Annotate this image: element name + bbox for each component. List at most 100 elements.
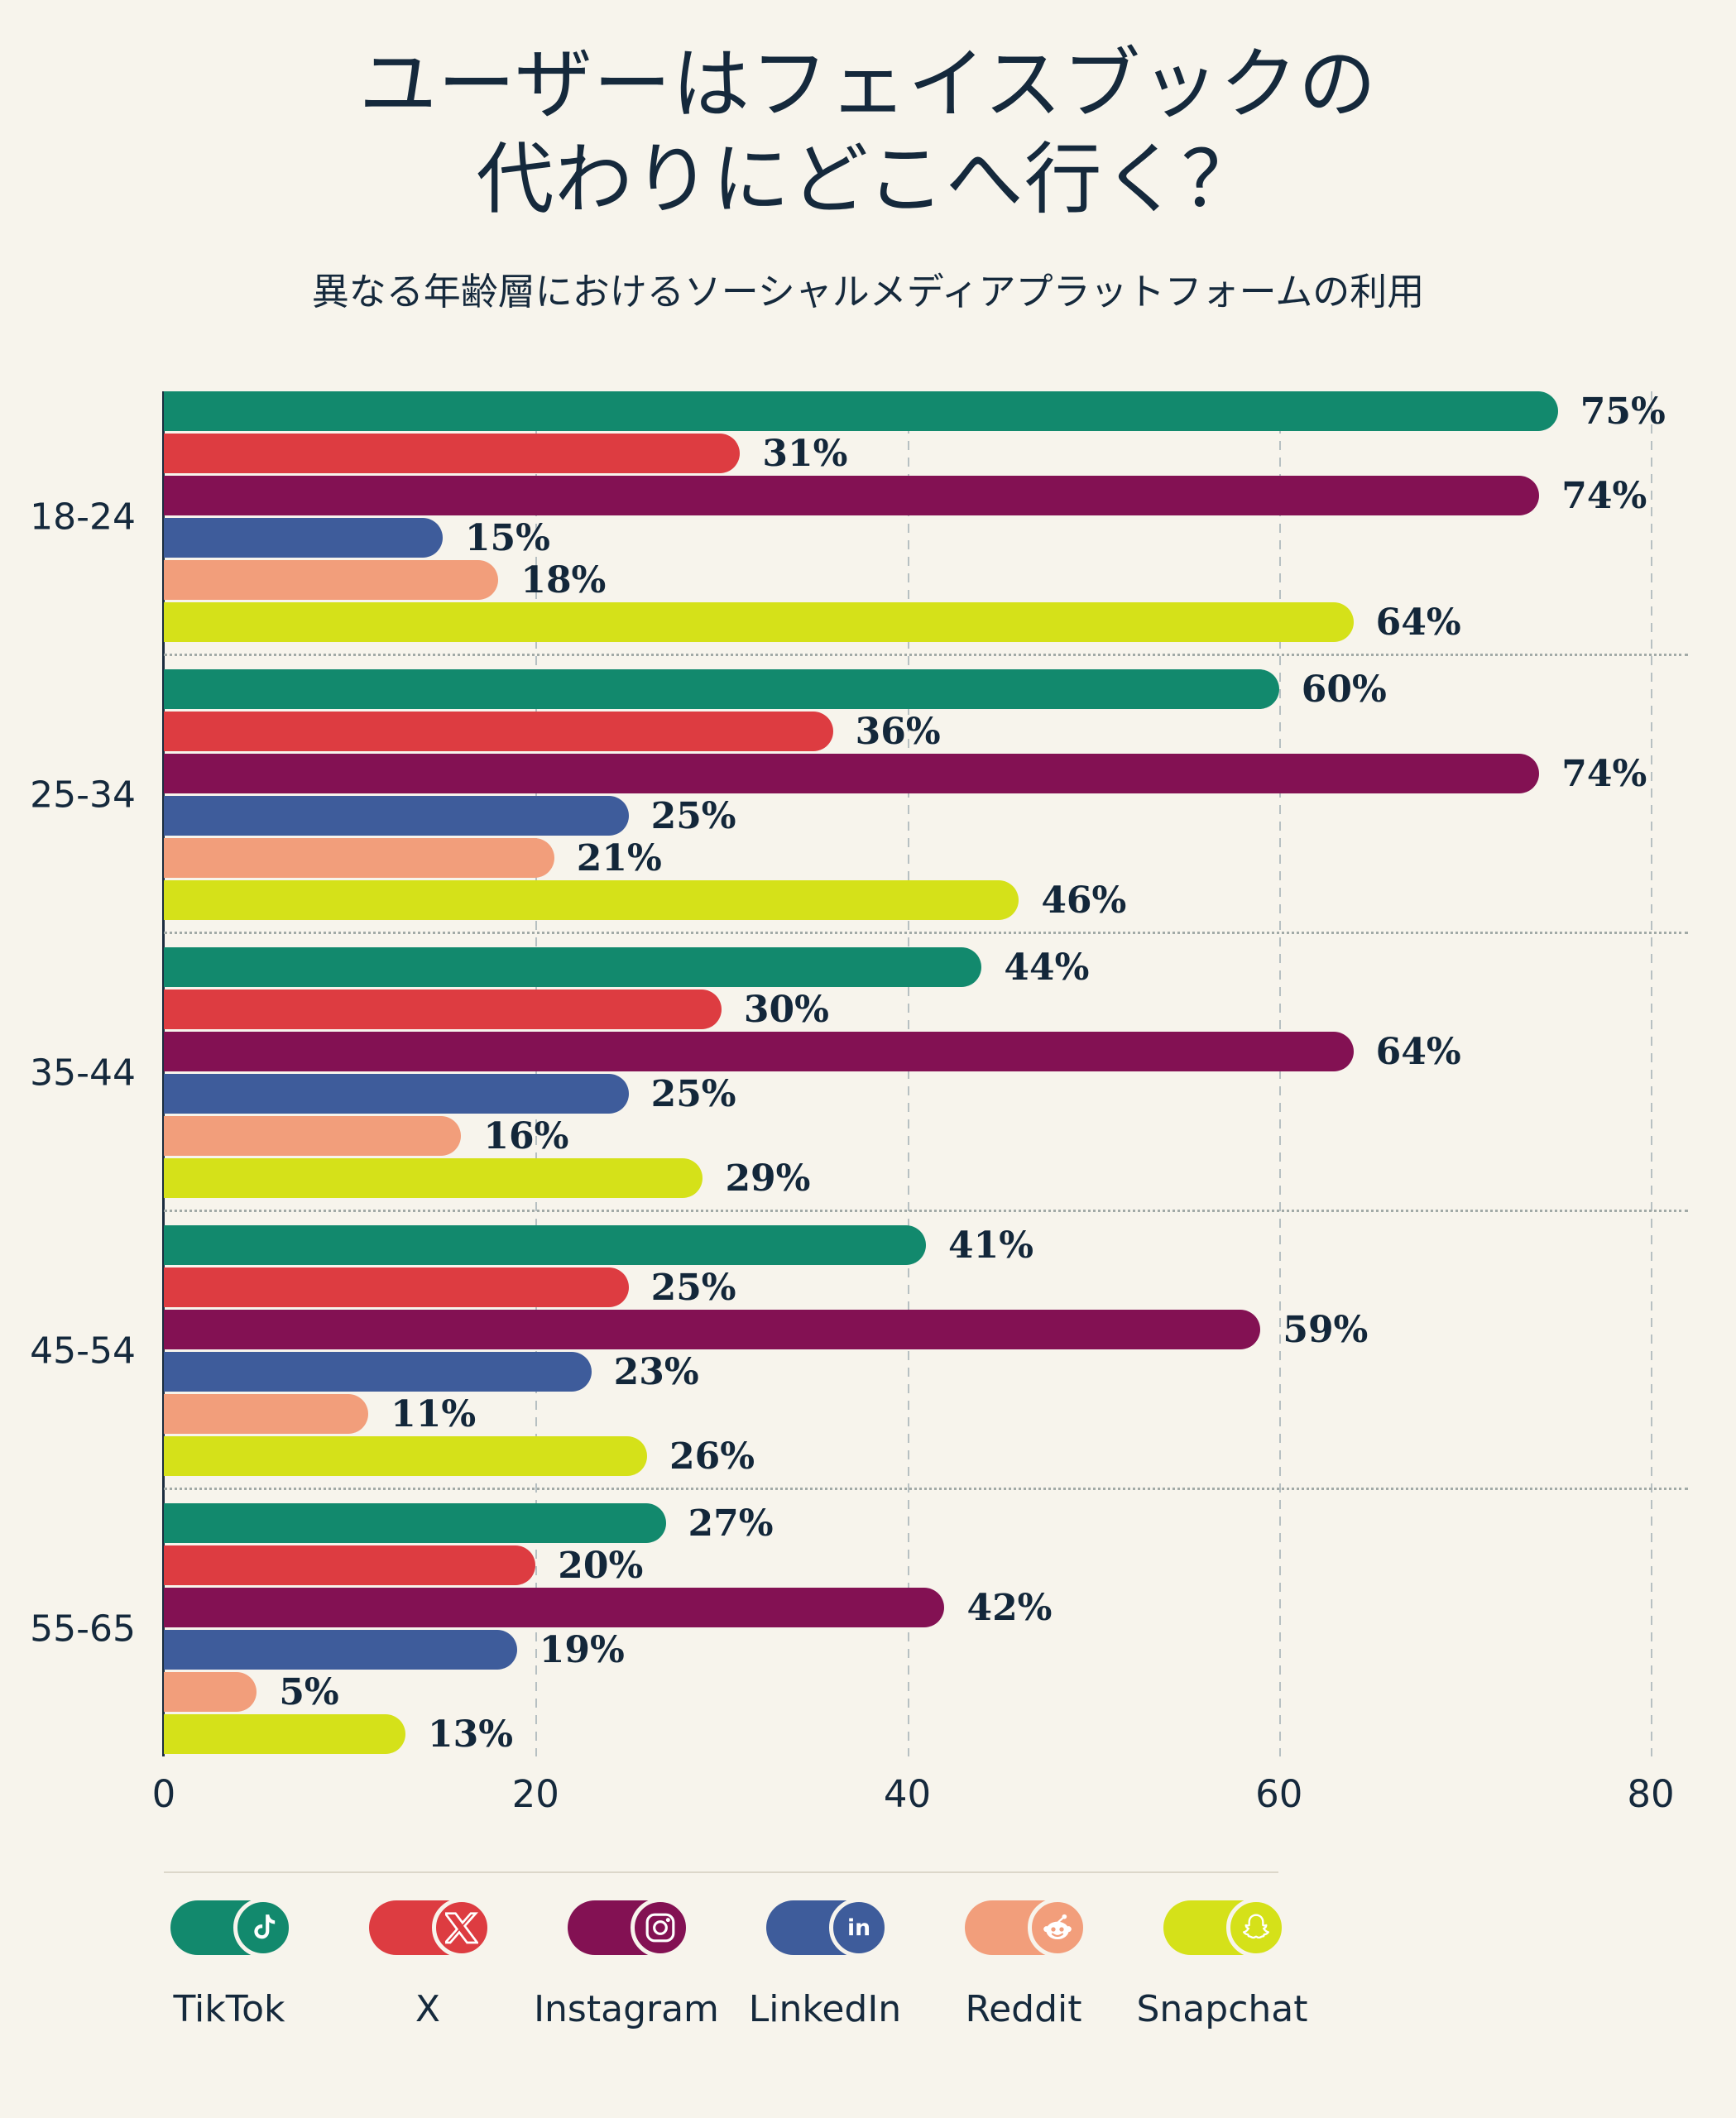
chart-subtitle: 異なる年齢層におけるソーシャルメディアプラットフォームの利用 [311,270,1425,314]
bar-tiktok [164,391,1558,431]
value-label: 15% [464,516,550,559]
bar-row-instagram-45-54: 59% [164,1308,1688,1351]
value-label: 25% [650,794,736,837]
bar-row-reddit-35-44: 16% [164,1114,1688,1157]
bar-row-tiktok-55-65: 27% [164,1502,1688,1545]
bar-linkedin [164,1074,629,1114]
legend-item-tiktok: TikTok [130,1898,328,2030]
bar-row-instagram-25-34: 74% [164,753,1688,795]
legend: TikTok X Instagram in LinkedIn Reddit Snapchat [130,1898,1321,2030]
legend-pill [965,1898,1087,1957]
bar-reddit [164,1672,257,1712]
legend-label: LinkedIn [748,1988,902,2030]
x-icon [432,1898,492,1957]
legend-label: X [415,1988,441,2030]
bar-row-snapchat-18-24: 64% [164,601,1688,644]
bar-groups: 18-24 75% 31% 74% 15% 18% 64% 25-34 60% 36% 74% 25%… [30,390,1688,1756]
bar-linkedin [164,1630,517,1670]
bar-tiktok [164,947,982,987]
bar-tiktok [164,1225,926,1265]
bar-row-snapchat-35-44: 29% [164,1157,1688,1200]
bar-snapchat [164,1436,648,1476]
value-label: 25% [650,1072,736,1115]
value-label: 20% [558,1544,644,1587]
value-label: 19% [539,1628,625,1671]
group-separator [164,642,1688,669]
bar-instagram [164,1310,1261,1349]
x-tick-label-0: 0 [151,1772,176,1816]
bar-row-tiktok-35-44: 44% [164,946,1688,989]
bar-row-reddit-25-34: 21% [164,836,1688,879]
chart-title: ユーザーはフェイスブックの 代わりにどこへ行く？ [0,38,1736,228]
value-label: 11% [391,1392,477,1435]
age-group-25-34: 25-34 60% 36% 74% 25% 21% 46% [30,668,1688,922]
bar-instagram [164,754,1540,793]
bar-x [164,1545,536,1585]
bar-row-snapchat-55-65: 13% [164,1713,1688,1756]
legend-separator [164,1871,1278,1873]
value-label: 31% [762,432,848,475]
bar-row-x-35-44: 30% [164,989,1688,1031]
reddit-icon [1028,1898,1087,1957]
bar-row-x-55-65: 20% [164,1544,1688,1587]
legend-label: Snapchat [1136,1988,1308,2030]
legend-item-instagram: Instagram [527,1898,726,2030]
gridline-80 [1651,391,1653,1756]
value-label: 59% [1283,1308,1369,1351]
value-label: 41% [948,1224,1034,1267]
value-label: 5% [279,1670,339,1713]
bar-row-snapchat-25-34: 46% [164,879,1688,922]
bar-row-x-18-24: 31% [164,432,1688,475]
group-separator [164,1476,1688,1503]
x-tick-label-80: 80 [1627,1772,1675,1816]
bar-row-tiktok-45-54: 41% [164,1224,1688,1267]
svg-text:in: in [847,1915,870,1941]
age-group-label: 18-24 [30,496,136,538]
bar-linkedin [164,1352,592,1392]
value-label: 21% [576,836,662,879]
linkedin-icon: in [829,1898,889,1957]
value-label: 60% [1301,668,1387,711]
bar-row-reddit-45-54: 11% [164,1392,1688,1435]
bar-row-x-25-34: 36% [164,711,1688,753]
bar-x [164,712,833,751]
age-group-55-65: 55-65 27% 20% 42% 19% 5% 13% [30,1502,1688,1756]
bar-snapchat [164,1158,703,1198]
age-group-label: 25-34 [30,774,136,816]
age-group-18-24: 18-24 75% 31% 74% 15% 18% 64% [30,390,1688,644]
legend-pill [568,1898,690,1957]
y-axis-line [162,391,165,1756]
instagram-icon [631,1898,690,1957]
bar-x [164,434,741,473]
value-label: 25% [650,1266,736,1309]
value-label: 75% [1580,390,1666,433]
age-group-45-54: 45-54 41% 25% 59% 23% 11% 26% [30,1224,1688,1478]
value-label: 42% [966,1586,1053,1629]
bar-snapchat [164,880,1019,920]
value-label: 18% [520,558,607,601]
legend-pill [1163,1898,1286,1957]
value-label: 16% [483,1114,569,1157]
bar-row-reddit-55-65: 5% [164,1670,1688,1713]
bar-x [164,1267,629,1307]
bar-tiktok [164,1503,666,1543]
value-label: 23% [613,1350,699,1393]
plot-area: 18-24 75% 31% 74% 15% 18% 64% 25-34 60% 36% 74% 25%… [30,390,1688,1756]
tiktok-icon [233,1898,293,1957]
legend-pill [369,1898,492,1957]
bar-row-linkedin-25-34: 25% [164,794,1688,837]
age-group-35-44: 35-44 44% 30% 64% 25% 16% 29% [30,946,1688,1200]
group-separator [164,1198,1688,1225]
bar-row-tiktok-25-34: 60% [164,668,1688,711]
value-label: 29% [725,1157,811,1200]
bar-instagram [164,1032,1354,1071]
bar-linkedin [164,796,629,836]
value-label: 64% [1375,601,1461,644]
bar-row-snapchat-45-54: 26% [164,1435,1688,1478]
gridline-60 [1278,391,1281,1756]
bar-row-instagram-35-44: 64% [164,1031,1688,1073]
bar-linkedin [164,518,443,558]
value-label: 74% [1561,474,1647,517]
x-tick-label-20: 20 [511,1772,559,1816]
